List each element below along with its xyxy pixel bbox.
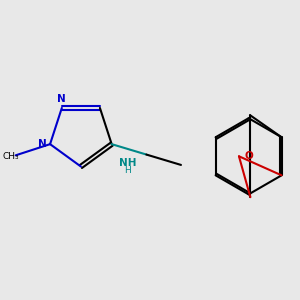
Text: N: N	[58, 94, 66, 104]
Text: N: N	[38, 139, 47, 149]
Text: O: O	[244, 151, 253, 161]
Text: H: H	[124, 167, 131, 176]
Text: CH₃: CH₃	[2, 152, 19, 161]
Text: NH: NH	[119, 158, 136, 168]
